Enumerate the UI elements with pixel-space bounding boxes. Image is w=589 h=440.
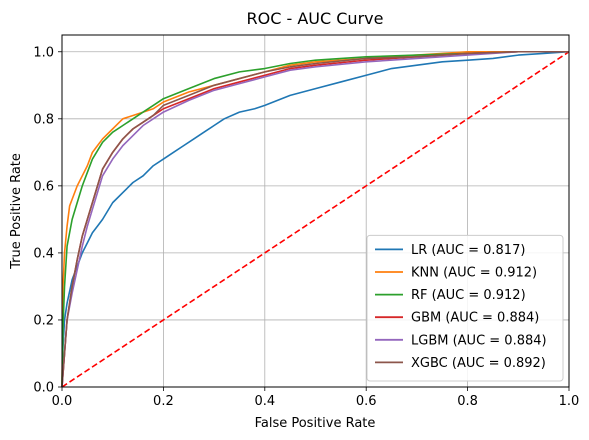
y-tick-label: 1.0 [33, 45, 54, 60]
legend-box [366, 234, 564, 382]
x-tick-label: 0.8 [457, 394, 478, 409]
series-line-xgbc [61, 50, 569, 388]
legend-label: LGBM (AUC = 0.884) [411, 333, 547, 348]
series-line-lgbm [61, 50, 569, 388]
series-line-rf [61, 50, 569, 388]
legend-label: GBM (AUC = 0.884) [411, 311, 539, 326]
y-tick-label: 0.0 [33, 381, 54, 396]
plot-frame [61, 34, 570, 388]
x-tick-label: 0.4 [254, 394, 275, 409]
y-tick-label: 0.8 [33, 112, 54, 127]
diagonal-reference [61, 51, 570, 388]
x-tick-label: 1.0 [559, 394, 580, 409]
grid [61, 35, 570, 388]
x-tick-label: 0.0 [52, 394, 73, 409]
legend-label: LR (AUC = 0.817) [411, 243, 525, 258]
y-tick-label: 0.4 [33, 246, 54, 261]
series-line-lr [61, 50, 570, 388]
series-line-knn [61, 50, 569, 388]
x-axis-label: False Positive Rate [255, 416, 376, 431]
legend-label: XGBC (AUC = 0.892) [411, 356, 546, 371]
legend-label: RF (AUC = 0.912) [411, 288, 526, 303]
series-lines [61, 50, 570, 388]
ticks: 0.0 0.2 0.4 0.6 0.8 1.0 0.0 0.2 0.4 0.6 0.8 1.0 [33, 45, 579, 409]
legend: LR (AUC = 0.817) KNN (AUC = 0.912) RF (AUC… [366, 234, 564, 382]
chart-title: ROC - AUC Curve [247, 9, 384, 28]
x-tick-label: 0.2 [153, 394, 174, 409]
diagonal-line [61, 51, 570, 388]
y-axis-label: True Positive Rate [9, 153, 24, 270]
legend-label: KNN (AUC = 0.912) [411, 266, 537, 281]
y-tick-label: 0.2 [33, 313, 54, 328]
y-tick-label: 0.6 [33, 179, 54, 194]
x-tick-label: 0.6 [356, 394, 377, 409]
